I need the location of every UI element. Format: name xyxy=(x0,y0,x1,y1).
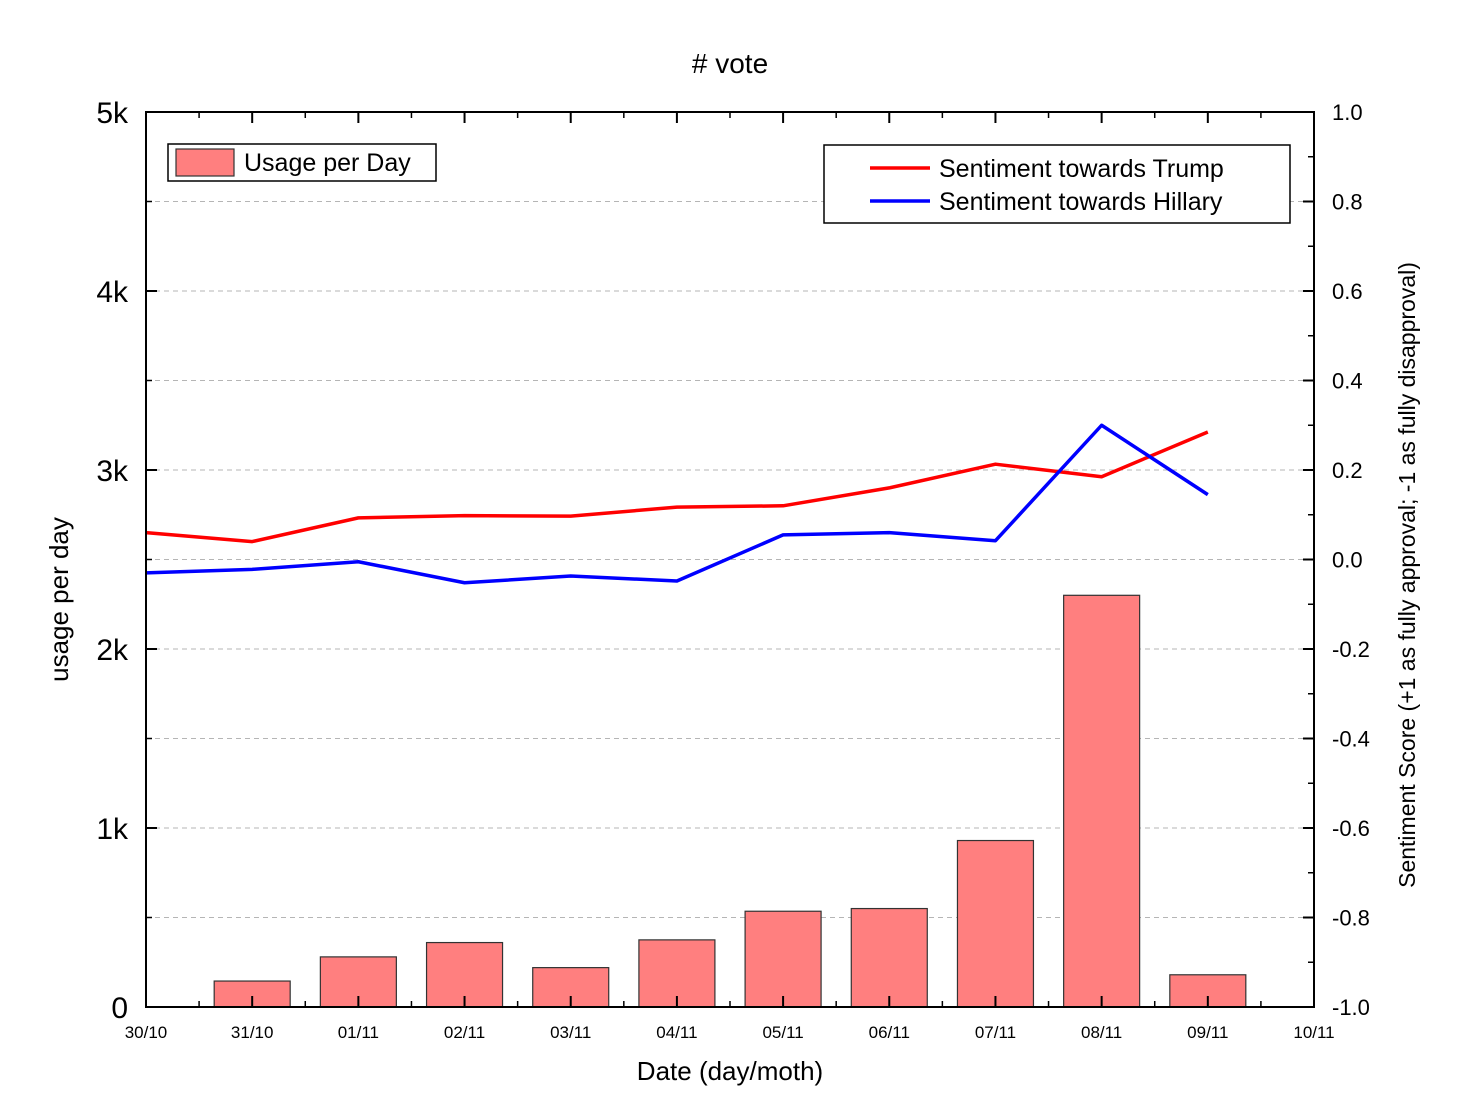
x-tick-label: 06/11 xyxy=(869,1023,910,1042)
bar-08-11 xyxy=(1063,594,1141,1008)
trump-sentiment-line xyxy=(145,430,1209,544)
x-tick-label: 31/10 xyxy=(231,1023,274,1042)
bar-05-11 xyxy=(744,910,822,1008)
y-right-tick-label: 0.4 xyxy=(1332,369,1363,394)
y-left-tick-label: 1k xyxy=(96,813,129,846)
bar-06-11 xyxy=(850,907,928,1008)
x-tick-label: 08/11 xyxy=(1081,1023,1122,1042)
x-tick-label: 04/11 xyxy=(656,1023,697,1042)
y-right-tick-label: 0.0 xyxy=(1332,548,1363,573)
y-right-tick-label: -0.2 xyxy=(1332,637,1370,662)
line-series xyxy=(145,423,1209,585)
legend-lines: Sentiment towards Trump Sentiment toward… xyxy=(823,144,1291,224)
legend-bars: Usage per Day xyxy=(167,143,437,182)
hillary-sentiment-line xyxy=(145,423,1209,585)
chart-title: # vote xyxy=(692,48,768,79)
x-tick-label: 02/11 xyxy=(444,1023,485,1042)
axis-ticks xyxy=(145,111,1315,1008)
y-left-tick-label: 3k xyxy=(96,455,129,488)
y-right-tick-label: 0.2 xyxy=(1332,458,1363,483)
legend-trump-label: Sentiment towards Trump xyxy=(939,155,1224,183)
y-right-tick-label: -1.0 xyxy=(1332,995,1370,1020)
y-right-tick-label: 1.0 xyxy=(1332,100,1363,125)
y-axis-right-label: Sentiment Score (+1 as fully approval; -… xyxy=(1394,262,1420,888)
y-right-tick-label: -0.6 xyxy=(1332,816,1370,841)
axis-tick-labels: 0 1k 2k 3k 4k 5k -1.0 -0.8 -0.6 -0.4 -0.2 0.0 0.2 0.4… xyxy=(96,97,1370,1042)
x-tick-label: 01/11 xyxy=(338,1023,379,1042)
legend-bars-label: Usage per Day xyxy=(244,149,411,177)
legend-hillary-label: Sentiment towards Hillary xyxy=(939,188,1223,216)
legend-lines-box xyxy=(823,144,1291,224)
x-tick-label: 10/11 xyxy=(1293,1023,1334,1042)
bar-series xyxy=(213,594,1247,1008)
y-right-tick-label: 0.8 xyxy=(1332,190,1363,215)
y-left-tick-label: 5k xyxy=(96,97,129,130)
x-tick-label: 03/11 xyxy=(550,1023,591,1042)
x-axis-label: Date (day/moth) xyxy=(637,1056,823,1086)
y-left-tick-label: 0 xyxy=(111,992,128,1025)
y-left-tick-label: 2k xyxy=(96,634,129,667)
y-axis-left-label: usage per day xyxy=(44,517,74,682)
y-right-tick-label: -0.8 xyxy=(1332,906,1370,931)
bar-07-11 xyxy=(956,839,1035,1008)
x-tick-label: 07/11 xyxy=(975,1023,1016,1042)
x-tick-label: 09/11 xyxy=(1187,1023,1228,1042)
y-right-tick-label: 0.6 xyxy=(1332,279,1363,304)
x-tick-label: 05/11 xyxy=(762,1023,803,1042)
legend-bars-swatch xyxy=(175,148,235,177)
x-tick-label: 30/10 xyxy=(125,1023,168,1042)
y-right-tick-label: -0.4 xyxy=(1332,727,1370,752)
y-left-tick-label: 4k xyxy=(96,276,129,309)
